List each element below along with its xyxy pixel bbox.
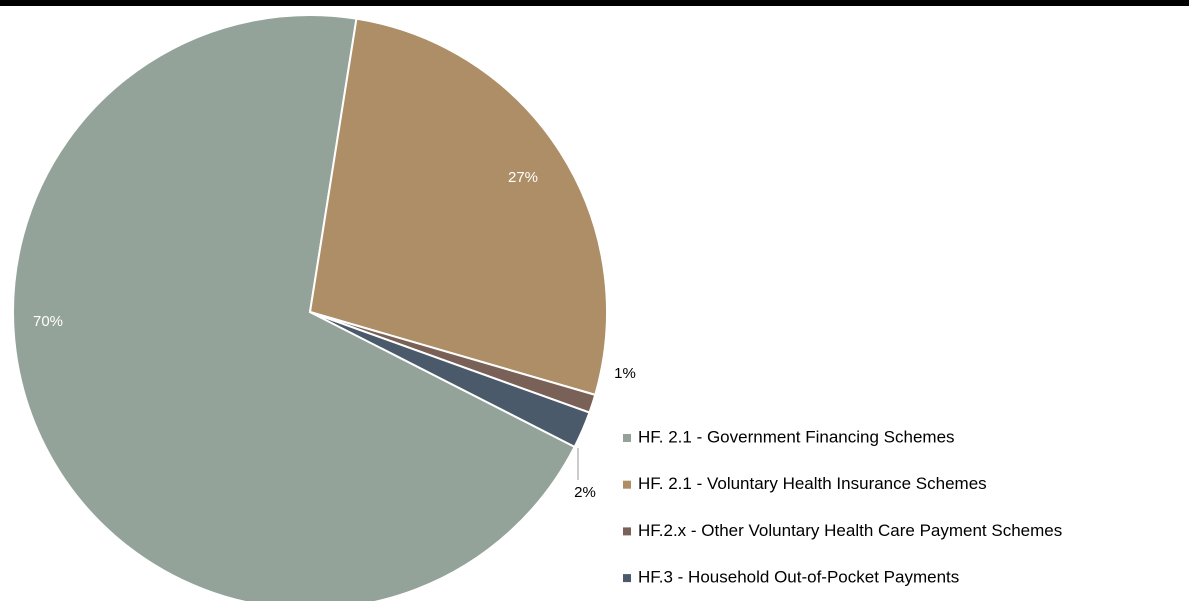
legend-swatch bbox=[623, 574, 631, 583]
legend-label: HF. 2.1 - Voluntary Health Insurance Sch… bbox=[638, 474, 987, 493]
data-label: 27% bbox=[508, 169, 538, 186]
data-label: 2% bbox=[574, 484, 596, 501]
pie-slice bbox=[309, 311, 591, 449]
legend-swatch bbox=[623, 527, 631, 536]
pie-slice bbox=[12, 14, 576, 601]
pie-slice bbox=[308, 17, 608, 397]
legend-label: HF. 2.1 - Government Financing Schemes bbox=[638, 427, 955, 446]
legend-label: HF.3 - Household Out-of-Pocket Payments bbox=[638, 568, 959, 587]
legend-label: HF.2.x - Other Voluntary Health Care Pay… bbox=[638, 521, 1062, 540]
data-label: 1% bbox=[614, 365, 636, 382]
legend-swatch bbox=[623, 480, 631, 489]
top-border bbox=[0, 0, 1189, 6]
data-label: 70% bbox=[33, 313, 63, 330]
legend-swatch bbox=[623, 434, 631, 442]
